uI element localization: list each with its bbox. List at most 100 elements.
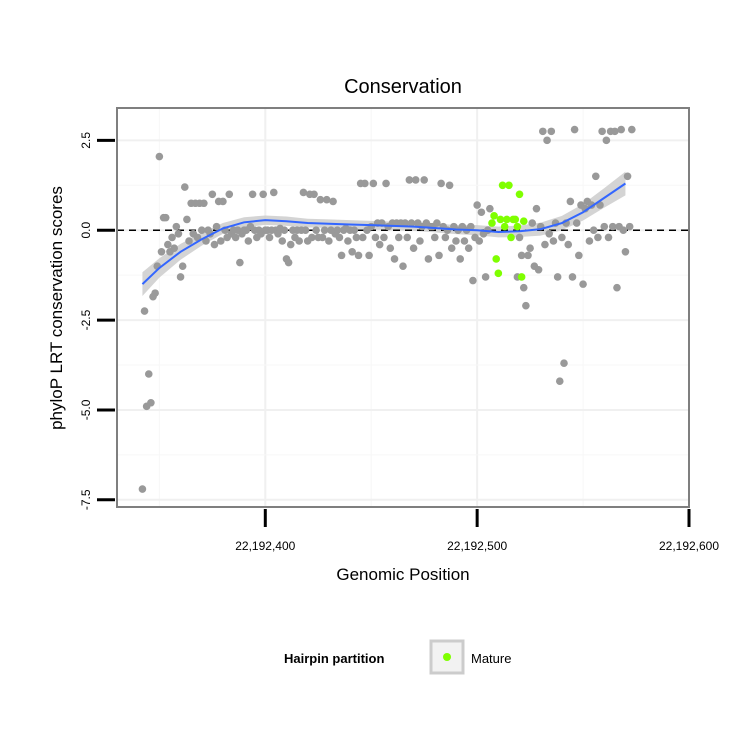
data-point xyxy=(161,213,170,222)
data-point xyxy=(401,219,409,227)
ribbon-area xyxy=(142,171,626,296)
data-point-mature xyxy=(500,222,509,231)
data-point xyxy=(437,179,445,188)
confidence-ribbon xyxy=(142,171,626,296)
data-point xyxy=(390,255,399,263)
data-point xyxy=(585,237,594,245)
data-point xyxy=(464,244,473,252)
data-point xyxy=(443,226,452,235)
data-point xyxy=(430,233,439,242)
data-point xyxy=(231,233,240,242)
data-point xyxy=(617,125,626,134)
data-point xyxy=(579,280,587,288)
data-point xyxy=(628,125,636,134)
y-axis-label: phyloP LRT conservation scores xyxy=(47,186,66,430)
data-point xyxy=(545,230,553,238)
data-point xyxy=(452,237,460,245)
data-point-mature xyxy=(515,190,524,199)
y-tick-label: -5.0 xyxy=(79,399,93,420)
data-point xyxy=(168,233,176,242)
data-point xyxy=(183,215,191,224)
data-point xyxy=(352,233,361,242)
data-point xyxy=(526,244,534,252)
data-point xyxy=(320,226,329,235)
data-point xyxy=(164,240,172,249)
data-point xyxy=(475,237,484,245)
data-point xyxy=(318,233,327,242)
data-point-mature xyxy=(517,273,526,281)
data-point xyxy=(575,251,583,260)
legend-key-mature xyxy=(443,653,451,661)
data-point xyxy=(553,273,562,281)
y-tick-label: 2.5 xyxy=(79,132,93,149)
data-point xyxy=(212,222,221,231)
data-point xyxy=(176,273,185,281)
data-point xyxy=(244,237,253,245)
data-point xyxy=(170,244,178,252)
data-point xyxy=(549,237,558,245)
data-point xyxy=(278,237,287,245)
data-point-mature xyxy=(505,181,513,190)
data-point xyxy=(600,222,609,231)
data-point xyxy=(611,127,619,136)
y-tick-label: -2.5 xyxy=(79,309,93,330)
y-axis-ticks: 2.5 0.0 -2.5 -5.0 -7.5 xyxy=(79,132,115,510)
data-point xyxy=(623,172,632,181)
data-point xyxy=(157,247,166,256)
data-point xyxy=(555,377,564,385)
data-point xyxy=(329,197,337,206)
data-point xyxy=(447,244,456,252)
data-point xyxy=(265,233,274,242)
data-point xyxy=(284,258,293,267)
data-point xyxy=(473,201,481,209)
data-point xyxy=(519,283,528,292)
data-point xyxy=(208,190,217,199)
data-point xyxy=(365,251,373,260)
plot-panel-border xyxy=(116,107,690,508)
data-point xyxy=(210,240,219,249)
data-point-mature xyxy=(507,233,515,242)
data-point xyxy=(180,183,189,191)
data-point-mature xyxy=(494,269,503,278)
legend-title: Hairpin partition xyxy=(284,651,384,666)
data-point-mature xyxy=(498,181,507,190)
data-point xyxy=(348,247,356,256)
data-point xyxy=(547,127,556,136)
data-point xyxy=(174,230,183,238)
data-point xyxy=(524,251,532,260)
data-point xyxy=(403,233,412,242)
legend: Hairpin partition Mature xyxy=(284,639,511,675)
data-point xyxy=(358,233,367,242)
data-point xyxy=(295,237,303,245)
x-axis-label: Genomic Position xyxy=(336,565,469,584)
data-point xyxy=(441,233,450,242)
data-point xyxy=(420,176,428,184)
data-point xyxy=(369,179,378,188)
data-point-mature xyxy=(492,255,501,263)
y-tick-label: 0.0 xyxy=(79,222,93,239)
data-point xyxy=(325,237,333,245)
data-point xyxy=(386,244,395,252)
data-point xyxy=(367,222,376,231)
data-point xyxy=(416,237,424,245)
data-point xyxy=(568,273,577,281)
data-point xyxy=(598,127,606,136)
x-tick-label: 22,192,500 xyxy=(447,539,507,553)
data-point-mature xyxy=(488,219,496,227)
data-point xyxy=(405,176,414,184)
data-point xyxy=(424,255,433,263)
data-point xyxy=(570,125,579,134)
data-point xyxy=(456,255,465,263)
data-point xyxy=(481,273,490,281)
data-point xyxy=(558,233,566,242)
data-point xyxy=(269,188,278,197)
data-point xyxy=(532,204,541,213)
chart-title: Conservation xyxy=(344,76,462,98)
data-point xyxy=(371,233,380,242)
data-point xyxy=(445,181,454,190)
data-point xyxy=(193,233,202,242)
data-point xyxy=(435,251,443,260)
data-point xyxy=(316,195,325,204)
data-point xyxy=(477,208,486,217)
